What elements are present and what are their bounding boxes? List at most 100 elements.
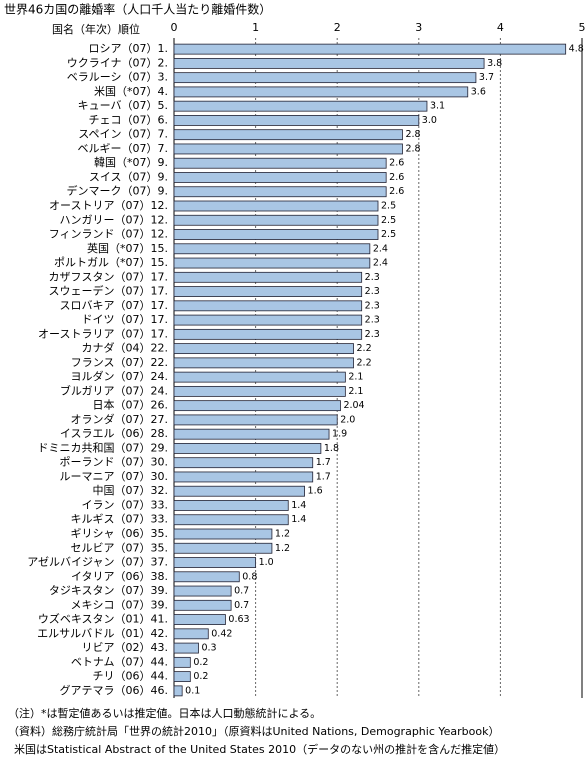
y-tick-label: タジキスタン（07）39. [49,584,168,597]
value-label: 1.4 [291,500,306,511]
bar [173,214,379,226]
bar [173,371,346,383]
y-tick-label: オランダ（07）27. [71,412,169,426]
y-tick-label: イラン（07）33. [82,498,169,511]
bar [173,357,354,369]
value-label: 0.2 [193,671,208,682]
value-label: 2.4 [373,243,388,254]
y-tick-label: イスラエル（06）28. [60,427,168,440]
y-tick-label: 英国（*07）15. [87,241,168,255]
x-tick-label: 4 [497,21,504,34]
bar [173,685,183,697]
value-label: 2.04 [343,400,364,411]
y-tick-label: カザフスタン（07）17. [49,270,169,283]
value-label: 2.8 [405,143,420,154]
y-tick-label: ポルトガル（*07）15. [54,256,168,269]
bar [173,186,387,198]
y-tick-label: ベルギー（07）7. [78,142,169,155]
value-label: 1.8 [324,443,339,454]
bar [173,571,240,583]
y-tick-label: ポーランド（07）30. [60,456,169,469]
bar [173,514,289,526]
y-tick-label: スイス（07）9. [89,170,168,183]
value-label: 2.5 [381,215,396,226]
value-label: 0.3 [201,643,216,654]
category-header: 国名（年次）順位 [52,22,140,36]
bar [173,542,273,554]
value-label: 2.5 [381,201,396,212]
value-label: 1.2 [275,543,290,554]
bar [173,72,477,84]
bar [173,385,346,397]
bar [173,100,428,112]
bar [173,229,379,240]
bar [173,129,403,141]
value-label: 4.8 [569,44,584,55]
value-label: 0.2 [193,657,208,668]
y-tick-label: ロシア（07）1. [89,42,169,55]
y-tick-label: グアテマラ（06）46. [60,683,169,697]
y-tick-label: ブルガリア（07）24. [60,383,168,397]
note: （注）*は暫定値あるいは推定値。日本は人口動態統計による。 [8,706,321,720]
bar [173,428,330,440]
y-tick-label: ウクライナ（07）2. [67,56,168,69]
x-tick-label: 0 [171,21,178,34]
y-tick-label: セルビア（07）35. [71,541,169,554]
y-tick-label: キルギス（07）33. [71,513,169,526]
value-label: 0.8 [242,571,257,582]
value-label: 2.2 [357,357,372,368]
value-label: 2.6 [389,172,404,183]
bar [173,585,232,597]
bar [173,471,314,483]
y-tick-label: 韓国（*07）9. [94,156,168,169]
bar [173,300,363,312]
y-tick-label: スロバキア（07）17. [60,299,169,312]
bar [173,172,387,183]
value-label: 1.7 [316,457,331,468]
bar [173,614,226,625]
bar [173,115,420,126]
bar [173,443,322,454]
bar [173,257,371,269]
value-label: 1.7 [316,471,331,482]
value-label: 1.0 [259,557,274,568]
y-tick-label: 中国（07）32. [93,484,169,497]
y-tick-label: フィンランド（07）12. [49,228,168,241]
value-label: 3.0 [422,115,437,126]
value-label: 0.1 [185,685,200,696]
bar [173,43,567,55]
y-tick-label: ルーマニア（07）30. [60,470,169,483]
value-label: 2.5 [381,229,396,240]
bar [173,200,379,212]
x-tick-label: 2 [334,21,341,34]
y-tick-label: ウズベキスタン（01）41. [38,612,168,626]
y-tick-label: オーストリア（07）12. [49,199,168,212]
bar [173,400,341,412]
value-label: 2.4 [373,258,388,269]
bar [173,328,363,340]
value-label: 0.63 [228,614,249,625]
note: 米国はStatistical Abstract of the United St… [14,742,505,756]
value-label: 2.3 [365,315,380,326]
value-label: 2.0 [340,414,355,425]
x-tick-label: 1 [252,21,259,34]
bar [173,656,191,668]
y-tick-label: ギリシャ（06）35. [71,527,169,540]
y-tick-label: 米国（*07）4. [94,85,168,98]
y-tick-label: メキシコ（07）39. [71,598,169,611]
value-label: 2.3 [365,272,380,283]
value-label: 2.3 [365,329,380,340]
bar [173,243,371,255]
bar [173,86,469,98]
value-label: 2.6 [389,158,404,169]
y-tick-label: ベラルーシ（07）3. [67,71,168,84]
value-label: 2.6 [389,186,404,197]
y-tick-label: ヨルダン（07）24. [71,369,169,383]
value-label: 2.3 [365,286,380,297]
value-label: 1.6 [308,486,323,497]
value-label: 2.1 [348,386,363,397]
y-tick-label: チリ（06）44. [93,670,169,683]
bar [173,414,338,426]
y-tick-label: スペイン（07）7. [78,128,168,141]
bar [173,57,485,69]
